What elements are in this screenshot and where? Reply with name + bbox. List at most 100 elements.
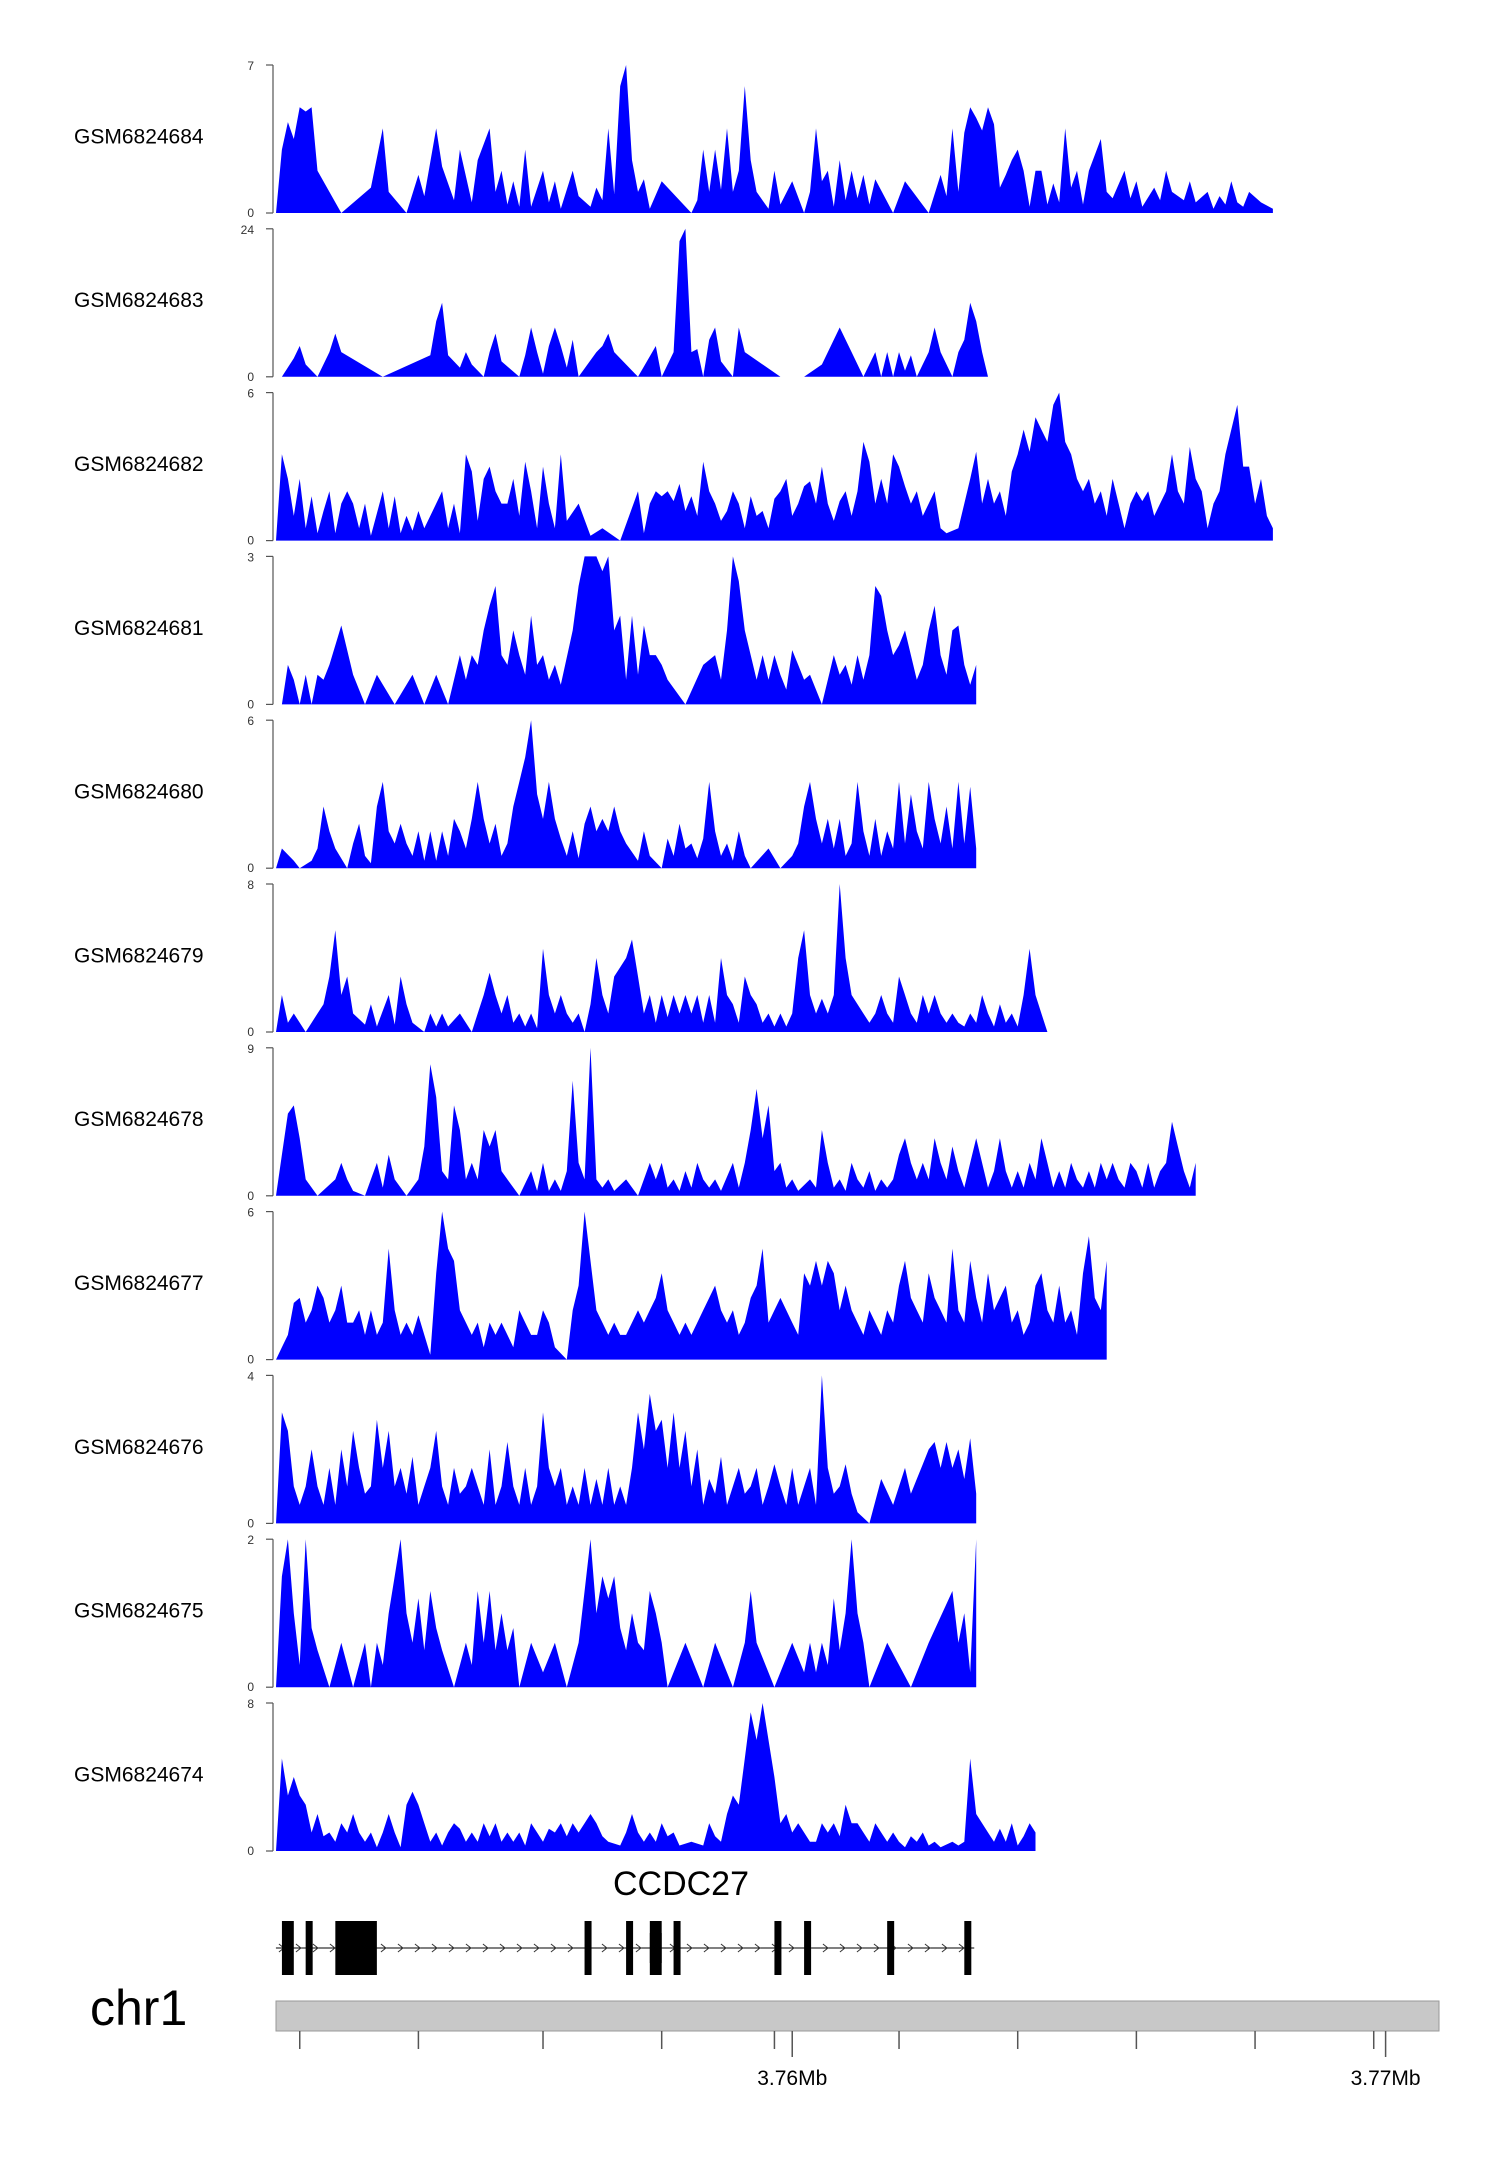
strand-arrow xyxy=(431,1943,438,1953)
strand-arrow xyxy=(567,1943,574,1953)
strand-arrow xyxy=(788,1943,795,1953)
gene-exon xyxy=(673,1921,681,1975)
strand-arrow xyxy=(482,1943,489,1953)
y-axis-min-label: 0 xyxy=(247,861,254,875)
y-axis-min-label: 0 xyxy=(247,697,254,711)
strand-arrow xyxy=(380,1943,387,1953)
strand-arrow xyxy=(550,1943,557,1953)
strand-arrow xyxy=(924,1943,931,1953)
track-GSM6824679: GSM6824679 8 0 xyxy=(74,878,1048,1039)
track-name-label: GSM6824681 xyxy=(74,617,204,640)
gene-exon xyxy=(774,1921,782,1975)
track-name-label: GSM6824684 xyxy=(74,125,204,148)
gene-exon xyxy=(804,1921,812,1975)
strand-arrow xyxy=(601,1943,608,1953)
strand-arrow xyxy=(295,1943,302,1953)
track-GSM6824682: GSM6824682 6 0 xyxy=(74,387,1273,548)
gene-exon xyxy=(584,1921,592,1975)
gene-exon-block xyxy=(353,1933,371,1963)
y-axis-min-label: 0 xyxy=(247,206,254,220)
y-axis-min-label: 0 xyxy=(247,1516,254,1530)
track-GSM6824677: GSM6824677 6 0 xyxy=(74,1206,1107,1367)
track-GSM6824675: GSM6824675 2 0 xyxy=(74,1533,977,1694)
signal-area xyxy=(281,228,988,377)
x-axis-tick-label: 3.76Mb xyxy=(757,2067,827,2090)
signal-area xyxy=(276,65,1273,213)
y-axis-min-label: 0 xyxy=(247,1025,254,1039)
gene-exon xyxy=(305,1921,313,1975)
signal-area xyxy=(276,1539,977,1688)
strand-arrow xyxy=(329,1943,336,1953)
strand-arrow xyxy=(822,1943,829,1953)
y-axis-max-label: 6 xyxy=(247,387,254,401)
gene-exon xyxy=(281,1921,294,1975)
track-name-label: GSM6824680 xyxy=(74,781,204,804)
y-axis-max-label: 6 xyxy=(247,1206,254,1220)
strand-arrow xyxy=(839,1943,846,1953)
x-axis-tick-label: 3.77Mb xyxy=(1351,2067,1421,2090)
y-axis-min-label: 0 xyxy=(247,1353,254,1367)
track-GSM6824676: GSM6824676 4 0 xyxy=(74,1369,977,1530)
strand-arrow xyxy=(312,1943,319,1953)
gene-track: CCDC27 xyxy=(275,1865,975,1975)
strand-arrow xyxy=(397,1943,404,1953)
track-name-label: GSM6824683 xyxy=(74,289,204,312)
y-axis-max-label: 8 xyxy=(247,1697,254,1711)
signal-tracks: GSM682468470GSM6824683240GSM682468260GSM… xyxy=(74,59,1273,1858)
signal-area xyxy=(276,1375,977,1524)
gene-exon xyxy=(887,1921,895,1975)
chromosome-track: chr1 xyxy=(90,1980,1440,2036)
track-name-label: GSM6824674 xyxy=(74,1763,204,1786)
track-GSM6824684: GSM6824684 7 0 xyxy=(74,59,1273,220)
y-axis-min-label: 0 xyxy=(247,370,254,384)
genome-axis: 3.76Mb 3.77Mb xyxy=(298,2031,1421,2090)
signal-area xyxy=(276,720,977,869)
y-axis-max-label: 6 xyxy=(247,714,254,728)
y-axis-max-label: 7 xyxy=(247,59,254,73)
strand-arrow xyxy=(873,1943,880,1953)
track-GSM6824678: GSM6824678 9 0 xyxy=(74,1042,1196,1203)
strand-arrow xyxy=(941,1943,948,1953)
strand-arrow xyxy=(703,1943,710,1953)
track-name-label: GSM6824677 xyxy=(74,1272,204,1295)
track-GSM6824683: GSM6824683 24 0 xyxy=(74,223,988,384)
y-axis-max-label: 4 xyxy=(247,1369,254,1383)
gene-exon xyxy=(964,1921,972,1975)
y-axis-min-label: 0 xyxy=(247,534,254,548)
strand-arrow xyxy=(958,1943,965,1953)
strand-arrow xyxy=(618,1943,625,1953)
chromosome-label: chr1 xyxy=(90,1980,187,2036)
strand-arrow xyxy=(499,1943,506,1953)
strand-arrow xyxy=(907,1943,914,1953)
y-axis-max-label: 3 xyxy=(247,550,254,564)
track-GSM6824674: GSM6824674 8 0 xyxy=(74,1697,1036,1858)
y-axis-min-label: 0 xyxy=(247,1189,254,1203)
strand-arrow xyxy=(856,1943,863,1953)
signal-area xyxy=(276,392,1273,541)
track-name-label: GSM6824682 xyxy=(74,453,204,476)
strand-arrow xyxy=(414,1943,421,1953)
y-axis-max-label: 2 xyxy=(247,1533,254,1547)
signal-area xyxy=(281,556,977,705)
strand-arrow xyxy=(448,1943,455,1953)
track-name-label: GSM6824675 xyxy=(74,1600,204,1623)
chromosome-bar xyxy=(275,2000,1440,2032)
y-axis-max-label: 9 xyxy=(247,1042,254,1056)
y-axis-min-label: 0 xyxy=(247,1844,254,1858)
track-name-label: GSM6824679 xyxy=(74,944,204,967)
strand-arrow xyxy=(635,1943,642,1953)
signal-area xyxy=(276,1703,1036,1851)
track-GSM6824680: GSM6824680 6 0 xyxy=(74,714,977,875)
signal-area xyxy=(276,1047,1196,1196)
track-name-label: GSM6824678 xyxy=(74,1108,204,1131)
gene-name-label: CCDC27 xyxy=(613,1865,749,1903)
strand-arrow xyxy=(516,1943,523,1953)
strand-arrow xyxy=(533,1943,540,1953)
y-axis-max-label: 8 xyxy=(247,878,254,892)
gene-exon-block xyxy=(649,1933,662,1963)
y-axis-min-label: 0 xyxy=(247,1680,254,1694)
strand-arrow xyxy=(686,1943,693,1953)
strand-arrow xyxy=(754,1943,761,1953)
track-name-label: GSM6824676 xyxy=(74,1436,204,1459)
